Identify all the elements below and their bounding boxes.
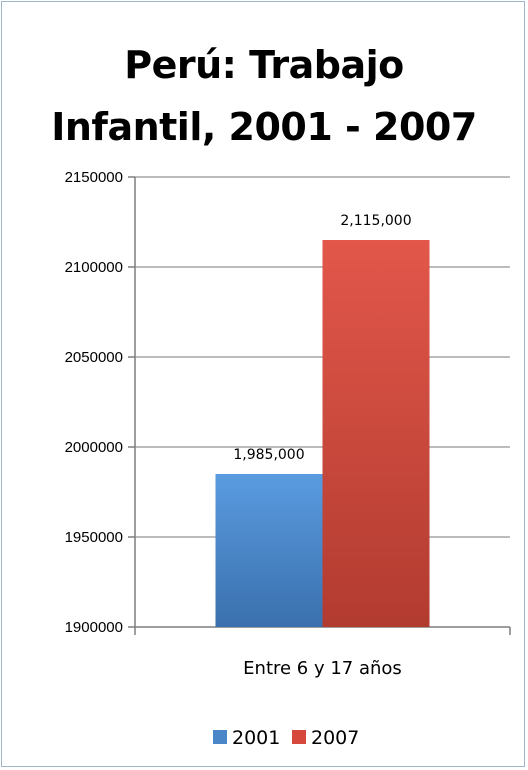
chart-title-line-2: Infantil, 2001 - 2007: [51, 105, 477, 149]
chart-title-line-1: Perú: Trabajo: [124, 43, 404, 87]
labels: 1900000 1950000 2000000 2050000 2100000 21500…: [65, 169, 412, 679]
y-tick-label: 2150000: [65, 169, 123, 186]
legend-swatch-2007: [292, 730, 306, 744]
bar-2001: [215, 474, 323, 627]
x-category-label: Entre 6 y 17 años: [243, 658, 402, 679]
data-label-2001: 1,985,000: [233, 447, 304, 463]
y-tick-label: 2050000: [65, 349, 123, 366]
data-label-2007: 2,115,000: [340, 213, 411, 229]
y-tick-label: 2100000: [65, 259, 123, 276]
bar-2007: [322, 240, 430, 627]
chart-title: Perú: Trabajo Infantil, 2001 - 2007: [0, 34, 528, 158]
y-tick-label: 1950000: [65, 529, 123, 546]
y-tick-label: 2000000: [65, 439, 123, 456]
bars: [215, 240, 430, 627]
legend-label-2007: 2007: [311, 727, 359, 749]
legend: 2001 2007: [213, 727, 359, 749]
legend-swatch-2001: [213, 730, 227, 744]
y-tick-label: 1900000: [65, 619, 123, 636]
legend-label-2001: 2001: [232, 727, 280, 749]
